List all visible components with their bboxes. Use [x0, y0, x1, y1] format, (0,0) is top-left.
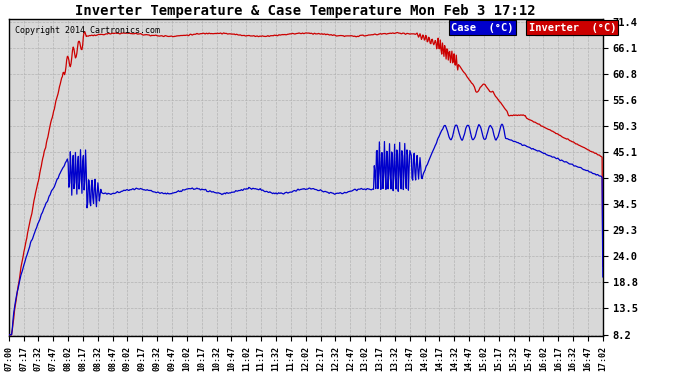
Text: Case  (°C): Case (°C) — [538, 22, 600, 33]
Text: Copyright 2014 Cartronics.com: Copyright 2014 Cartronics.com — [14, 26, 159, 34]
Title: Inverter Temperature & Case Temperature Mon Feb 3 17:12: Inverter Temperature & Case Temperature … — [75, 4, 536, 18]
Text: Case  (°C): Case (°C) — [451, 22, 514, 33]
Text: Inverter  (°C): Inverter (°C) — [529, 22, 616, 33]
